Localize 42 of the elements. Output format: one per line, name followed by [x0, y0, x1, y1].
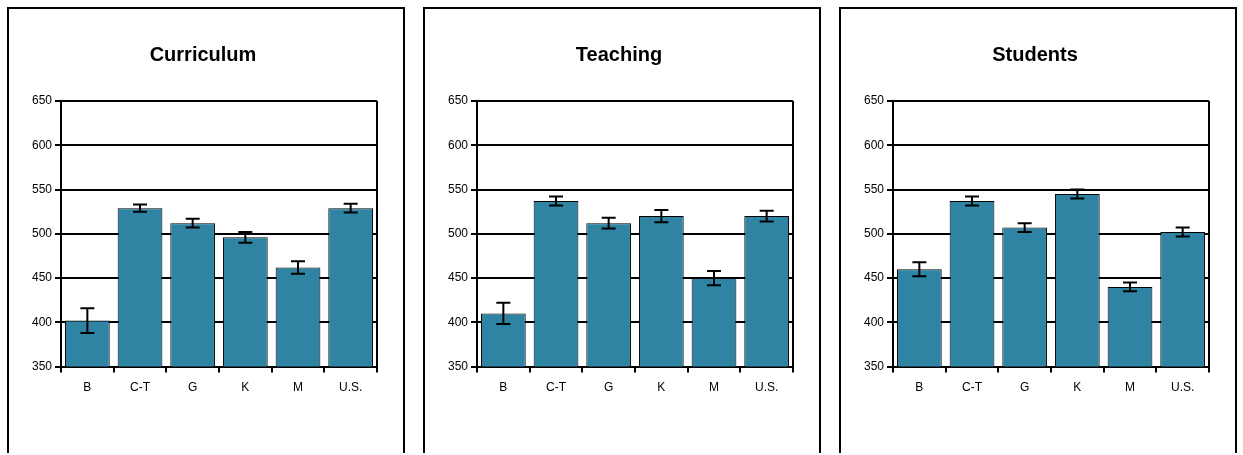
x-tick-label: K: [657, 380, 666, 395]
y-tick-label: 500: [863, 226, 885, 241]
y-tick-label: 400: [863, 314, 885, 329]
x-tick-label: U.S.: [339, 380, 363, 395]
y-tick-label: 650: [31, 93, 53, 108]
x-tick-label: G: [604, 380, 614, 395]
y-tick-label: 400: [447, 314, 469, 329]
y-tick-label: 550: [447, 181, 469, 196]
y-tick-label: 450: [31, 270, 53, 285]
chart-title: Curriculum: [149, 42, 257, 65]
x-tick-label: B: [915, 380, 924, 395]
y-tick-label: 400: [31, 314, 53, 329]
x-tick-label: K: [241, 380, 250, 395]
x-tick-label: C-T: [962, 380, 983, 395]
x-tick-label: M: [293, 380, 304, 395]
y-tick-label: 600: [447, 137, 469, 152]
y-tick-label: 450: [447, 270, 469, 285]
y-tick-label: 550: [863, 181, 885, 196]
x-tick-label: M: [1125, 380, 1136, 395]
y-tick-label: 350: [447, 358, 469, 373]
y-tick-label: 450: [863, 270, 885, 285]
y-tick-label: 500: [447, 226, 469, 241]
x-tick-label: B: [83, 380, 92, 395]
x-tick-label: K: [1073, 380, 1082, 395]
x-tick-label: U.S.: [755, 380, 779, 395]
chart-title: Teaching: [575, 42, 663, 65]
y-tick-label: 350: [863, 358, 885, 373]
y-tick-label: 350: [31, 358, 53, 373]
y-tick-label: 650: [863, 93, 885, 108]
y-tick-label: 650: [447, 93, 469, 108]
x-tick-label: C-T: [546, 380, 567, 395]
y-tick-label: 600: [31, 137, 53, 152]
y-tick-label: 600: [863, 137, 885, 152]
y-tick-label: 500: [31, 226, 53, 241]
y-tick-label: 550: [31, 181, 53, 196]
x-tick-label: M: [709, 380, 720, 395]
chart-title: Students: [992, 42, 1078, 65]
x-tick-label: U.S.: [1171, 380, 1195, 395]
x-tick-label: G: [188, 380, 198, 395]
x-tick-label: B: [499, 380, 508, 395]
x-tick-label: C-T: [130, 380, 151, 395]
x-tick-label: G: [1020, 380, 1030, 395]
